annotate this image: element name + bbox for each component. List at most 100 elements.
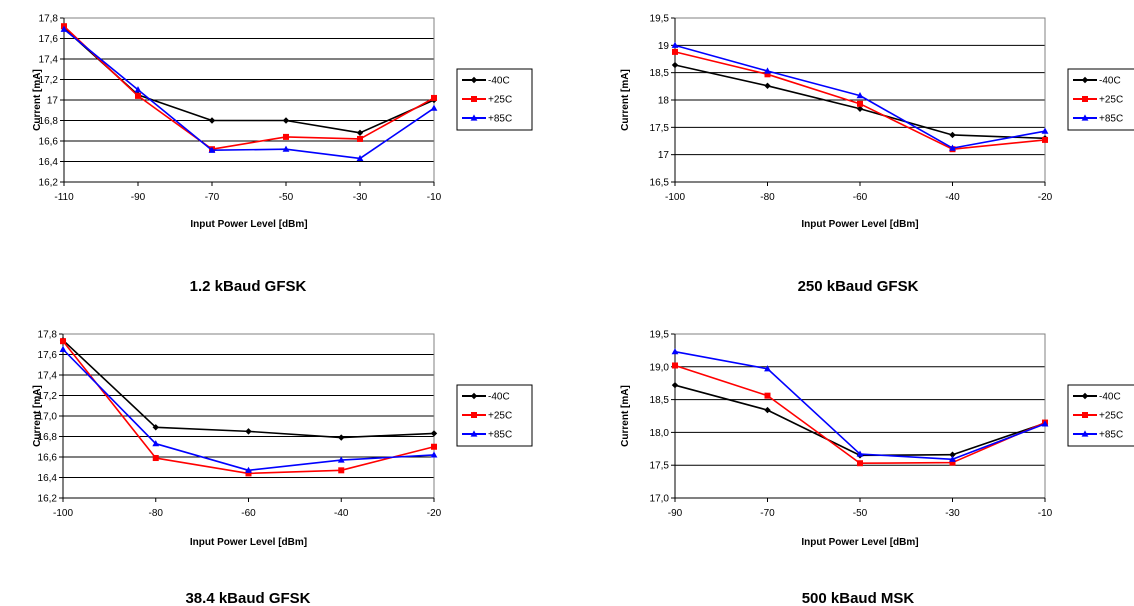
data-point-+25C [764, 71, 771, 78]
x-tick-label: -60 [241, 508, 256, 519]
legend: -40C +25C +85C [1067, 384, 1134, 447]
chart-panel-2: 16,5 17 17,5 18 18,5 19 19,5 -100 -80 -60 -40 -20 In… [620, 14, 1134, 295]
y-tick-label: 17,6 [39, 34, 59, 45]
data-point-+25C [857, 100, 863, 107]
x-tick-label: -100 [665, 192, 685, 203]
y-tick-label: 17,0 [38, 412, 58, 423]
legend-marker [1081, 430, 1089, 437]
x-tick-label: -30 [353, 192, 368, 203]
legend-marker [1081, 392, 1089, 400]
data-point-+25C [283, 133, 289, 140]
y-tick-label: 16,5 [650, 178, 670, 189]
y-tick-label: 16,8 [39, 116, 59, 127]
legend-marker [1082, 412, 1088, 418]
y-tick-label: 16,4 [38, 473, 58, 484]
data-point-+25C [60, 338, 66, 345]
y-tick-label: 17,8 [38, 330, 58, 341]
data-point--40C [764, 82, 771, 89]
data-point-+85C [152, 440, 160, 447]
data-point-+85C [59, 345, 67, 352]
data-point-+85C [764, 365, 771, 372]
data-point-+25C [672, 362, 678, 369]
y-axis-title: Current [mA] [32, 69, 43, 131]
data-point-+25C [672, 48, 678, 55]
y-tick-label: 18,0 [650, 428, 670, 439]
legend-label: -40C [1099, 392, 1121, 403]
series-line-+25C [674, 364, 1046, 465]
legend-label: +85C [488, 114, 512, 125]
series-line--40C [63, 27, 435, 134]
x-tick-label: -20 [427, 508, 442, 519]
y-tick-label: 17,2 [39, 75, 59, 86]
legend-label: +25C [1099, 411, 1123, 422]
data-point--40C [949, 131, 956, 139]
x-tick-label: -80 [149, 508, 164, 519]
x-tick-label: -80 [760, 192, 775, 203]
legend-label: -40C [1099, 76, 1121, 87]
legend-marker [1082, 96, 1088, 102]
y-tick-label: 17,8 [39, 14, 59, 25]
legend-marker [470, 430, 478, 437]
data-point-+85C [430, 104, 438, 111]
data-point-+85C [245, 466, 252, 473]
data-point-+25C [245, 470, 252, 477]
series-line-+85C [62, 348, 435, 472]
data-point-+25C [135, 92, 141, 99]
legend-label: -40C [488, 392, 510, 403]
data-point-+25C [357, 135, 363, 142]
data-point-+85C [671, 348, 679, 355]
data-point--40C [949, 451, 956, 458]
x-tick-label: -110 [54, 192, 74, 203]
data-point-+85C [60, 25, 68, 32]
legend-marker [471, 96, 477, 102]
data-point--40C [430, 430, 438, 437]
data-point--40C [208, 117, 216, 124]
x-tick-label: -60 [853, 192, 868, 203]
y-axis-title: Current [mA] [620, 385, 631, 447]
data-point--40C [764, 406, 771, 414]
x-tick-label: -30 [945, 508, 960, 519]
y-tick-label: 17 [658, 150, 670, 161]
y-tick-label: 18,5 [650, 395, 670, 406]
data-point--40C [245, 428, 252, 435]
y-axis-title: Current [mA] [620, 69, 631, 131]
data-point-+85C [949, 144, 956, 151]
chart-caption: 500 kBaud MSK [802, 590, 915, 606]
data-point-+85C [282, 145, 290, 152]
data-point--40C [671, 381, 679, 389]
x-tick-label: -90 [131, 192, 146, 203]
plot-area [674, 333, 1046, 499]
y-tick-label: 17,2 [38, 391, 58, 402]
legend: -40C +25C +85C [1067, 68, 1134, 131]
data-point-+85C [856, 92, 864, 99]
x-tick-label: -70 [760, 508, 775, 519]
legend-marker [470, 76, 478, 84]
x-tick-label: -40 [334, 508, 349, 519]
y-tick-label: 17,4 [38, 371, 58, 382]
series-line-+25C [674, 51, 1046, 150]
y-tick-label: 17,5 [650, 461, 670, 472]
legend: -40C +25C +85C [456, 68, 533, 131]
x-tick-label: -50 [853, 508, 868, 519]
data-point--40C [671, 61, 679, 69]
chart-caption: 250 kBaud GFSK [798, 278, 919, 295]
y-tick-label: 19,5 [650, 14, 670, 25]
chart-panel-3: 16,2 16,4 16,6 16,8 17,0 17,2 17,4 17,6 17,8 -100… [32, 330, 533, 606]
y-tick-label: 16,2 [38, 494, 58, 505]
x-axis-title: Input Power Level [dBm] [801, 219, 918, 230]
legend-marker [471, 412, 477, 418]
x-tick-label: -70 [205, 192, 220, 203]
y-tick-label: 18 [658, 96, 670, 107]
y-tick-label: 17,4 [39, 55, 59, 66]
y-tick-label: 16,8 [38, 432, 58, 443]
series-line-+25C [63, 25, 435, 150]
legend-marker [1081, 76, 1089, 84]
chart-panel-1: 16,2 16,4 16,6 16,8 17 17,2 17,4 17,6 17,8 -110 -9… [32, 14, 533, 295]
legend-marker [470, 114, 478, 121]
y-tick-label: 17 [47, 96, 59, 107]
data-point--40C [282, 117, 290, 124]
x-axis-title: Input Power Level [dBm] [801, 537, 918, 548]
series-line-+85C [63, 28, 435, 160]
legend-label: +25C [488, 411, 512, 422]
